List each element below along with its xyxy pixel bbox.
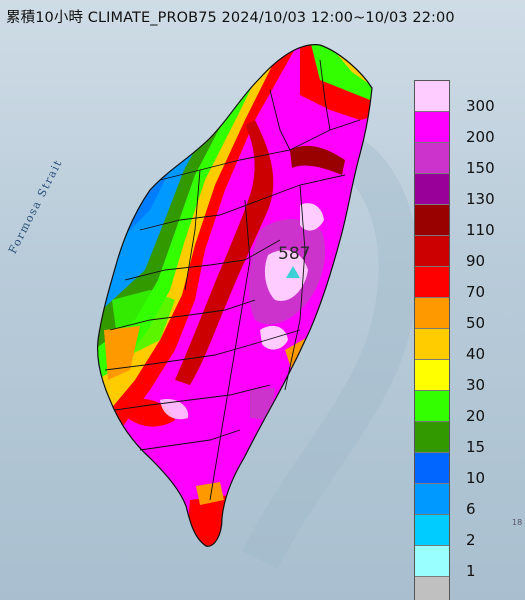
legend-label: 1 <box>466 562 476 580</box>
legend-label: 200 <box>466 128 495 146</box>
rainfall-fill <box>97 44 373 547</box>
legend-label: 30 <box>466 376 486 394</box>
color-scale-legend <box>414 80 450 600</box>
legend-swatch <box>415 81 449 112</box>
legend-swatch <box>415 236 449 267</box>
legend-swatch <box>415 298 449 329</box>
legend-label: 300 <box>466 97 495 115</box>
legend-labels: 300 200 150 130 110 90 70 50 40 30 20 15 10 6 2 1 <box>466 97 495 593</box>
legend-swatch <box>415 360 449 391</box>
edge-fragment-text: 18 <box>512 518 523 527</box>
legend-swatch <box>415 143 449 174</box>
legend-swatch <box>415 577 449 600</box>
legend-label: 70 <box>466 283 486 301</box>
legend-label: 50 <box>466 314 486 332</box>
legend-label: 40 <box>466 345 486 363</box>
county-boundaries <box>104 59 361 501</box>
legend-label: 10 <box>466 469 486 487</box>
peak-station-marker <box>286 266 300 278</box>
legend-swatch <box>415 546 449 577</box>
legend-swatch <box>415 329 449 360</box>
island-outline <box>97 44 373 547</box>
legend-swatch <box>415 422 449 453</box>
legend-label: 20 <box>466 407 486 425</box>
legend-label: 15 <box>466 438 486 456</box>
legend-swatch <box>415 205 449 236</box>
peak-value-label: 587 <box>278 244 311 264</box>
sea-shading <box>242 131 419 569</box>
legend-label: 6 <box>466 500 476 518</box>
legend-label: 130 <box>466 190 495 208</box>
legend-label: 110 <box>466 221 495 239</box>
legend-swatch <box>415 515 449 546</box>
legend-swatch <box>415 112 449 143</box>
legend-swatch <box>415 453 449 484</box>
legend-label: 90 <box>466 252 486 270</box>
legend-swatch <box>415 484 449 515</box>
legend-swatch <box>415 267 449 298</box>
legend-label: 150 <box>466 159 495 177</box>
legend-label: 2 <box>466 531 476 549</box>
legend-swatch <box>415 391 449 422</box>
map-title: 累積10小時 CLIMATE_PROB75 2024/10/03 12:00~1… <box>6 10 455 26</box>
legend-swatch <box>415 174 449 205</box>
